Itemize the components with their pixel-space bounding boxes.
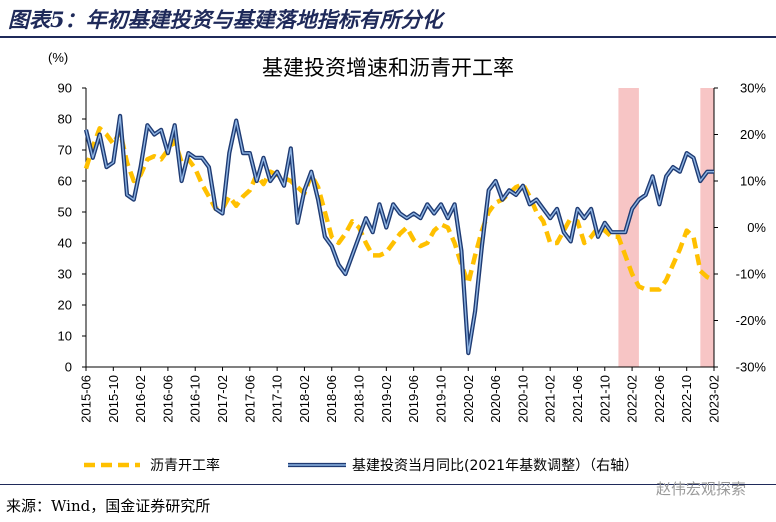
x-tick-label: 2019-02 (379, 375, 394, 423)
right-tick-label: -20% (736, 313, 767, 328)
chart-title: 基建投资增速和沥青开工率 (262, 56, 514, 80)
left-tick-label: 10 (58, 329, 72, 344)
right-tick-label: 10% (740, 174, 766, 189)
x-tick-label: 2021-06 (570, 375, 585, 423)
x-tick-label: 2022-02 (625, 375, 640, 423)
x-tick-label: 2021-02 (543, 375, 558, 423)
legend-label-infra: 基建投资当月同比(2021年基数调整）（右轴） (352, 457, 638, 474)
legend-label-asphalt: 沥青开工率 (150, 457, 220, 474)
title-divider (0, 36, 776, 38)
shaded-period-1 (700, 88, 714, 367)
series-infra-line-inner (85, 115, 714, 354)
x-tick-label: 2017-10 (270, 375, 285, 423)
x-tick-label: 2016-06 (160, 375, 175, 423)
left-tick-label: 70 (58, 143, 72, 158)
left-tick-label: 90 (58, 81, 72, 96)
left-tick-label: 0 (65, 360, 72, 375)
x-tick-label: 2019-06 (406, 375, 421, 423)
x-tick-label: 2021-10 (597, 375, 612, 423)
right-tick-label: 30% (740, 81, 766, 96)
x-tick-label: 2016-10 (188, 375, 203, 423)
x-tick-label: 2022-06 (652, 375, 667, 423)
x-tick-label: 2018-02 (297, 375, 312, 423)
left-tick-label: 30 (58, 267, 72, 282)
left-tick-label: 50 (58, 205, 72, 220)
x-tick-label: 2020-06 (488, 375, 503, 423)
x-tick-label: 2015-10 (106, 375, 121, 423)
x-tick-label: 2023-02 (707, 375, 722, 423)
left-axis-unit: (%) (48, 50, 68, 65)
source-note: 来源：Wind，国金证券研究所 (6, 497, 211, 515)
x-tick-label: 2018-10 (352, 375, 367, 423)
right-tick-label: 20% (740, 127, 766, 142)
shaded-periods (618, 88, 714, 367)
right-tick-label: -10% (736, 267, 767, 282)
chart-legend: 沥青开工率 基建投资当月同比(2021年基数调整）（右轴） (84, 457, 638, 474)
chart-axes: (%) 0 10 20 30 40 50 60 70 80 90 -30% -20% -10% 0% 10% 2… (48, 50, 766, 423)
left-tick-label: 60 (58, 174, 72, 189)
left-tick-label: 20 (58, 298, 72, 313)
series-asphalt-line (83, 126, 715, 292)
left-tick-label: 40 (58, 236, 72, 251)
figure-title: 图表5：年初基建投资与基建落地指标有所分化 (8, 7, 443, 32)
x-tick-label: 2019-10 (433, 375, 448, 423)
x-tick-label: 2017-02 (215, 375, 230, 423)
x-tick-label: 2018-06 (324, 375, 339, 423)
chart-series (83, 113, 715, 356)
left-tick-label: 80 (58, 112, 72, 127)
source-divider (0, 484, 776, 485)
x-tick-label: 2020-10 (515, 375, 530, 423)
x-tick-label: 2020-02 (461, 375, 476, 423)
right-tick-label: 0% (747, 220, 766, 235)
x-tick-label: 2022-10 (679, 375, 694, 423)
x-tick-label: 2016-02 (133, 375, 148, 423)
x-tick-label: 2017-06 (242, 375, 257, 423)
x-tick-label: 2015-06 (79, 375, 94, 423)
right-tick-label: -30% (736, 360, 767, 375)
watermark: 赵伟宏观探索 (655, 480, 746, 498)
